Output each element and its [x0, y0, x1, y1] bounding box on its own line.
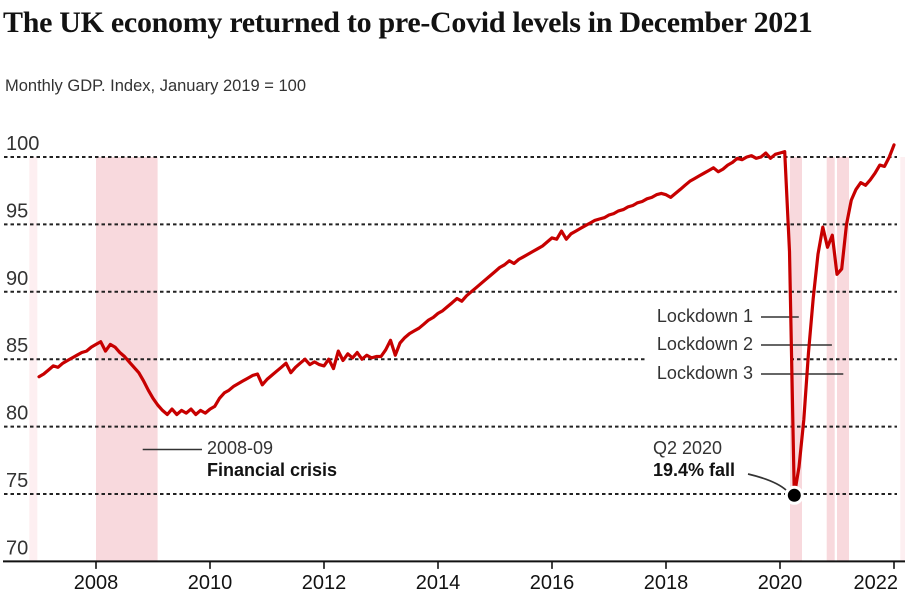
annotation-q2-2020-period: Q2 2020 [653, 438, 723, 458]
annotation-financial-crisis-dates: 2008-09 [207, 438, 274, 458]
annotation-financial-crisis: 2008-09 Financial crisis [207, 437, 337, 481]
x-tick-label: 2014 [416, 572, 461, 594]
event-band-faint [900, 157, 905, 562]
annotation-lockdown-1: Lockdown 1 [650, 306, 753, 327]
q2-2020-trough-marker [784, 485, 804, 505]
y-tick-label: 70 [6, 537, 28, 559]
y-tick-label: 90 [6, 268, 28, 290]
y-tick-label: 80 [6, 403, 28, 425]
q2-2020-leader-curve [747, 473, 787, 491]
annotation-q2-2020-value: 19.4% fall [653, 460, 736, 480]
x-tick-label: 2016 [530, 572, 575, 594]
gdp-series-line [37, 143, 896, 497]
annotation-lockdown-2: Lockdown 2 [650, 334, 753, 355]
x-tick-label: 2022 [854, 572, 899, 594]
x-tick-label: 2018 [644, 572, 689, 594]
annotation-q2-2020: Q2 2020 19.4% fall [653, 437, 735, 481]
chart-title: The UK economy returned to pre-Covid lev… [3, 6, 813, 39]
y-tick-label: 100 [6, 133, 39, 155]
chart-subtitle: Monthly GDP. Index, January 2019 = 100 [5, 77, 307, 95]
x-tick-label: 2012 [302, 572, 347, 594]
annotation-lockdown-3: Lockdown 3 [650, 363, 753, 384]
y-tick-label: 75 [6, 470, 28, 492]
x-tick-label: 2010 [188, 572, 233, 594]
y-tick-label: 95 [6, 200, 28, 222]
x-tick-label: 2020 [758, 572, 803, 594]
annotation-financial-crisis-label: Financial crisis [207, 460, 338, 480]
x-tick-label: 2008 [74, 572, 119, 594]
y-tick-label: 85 [6, 335, 28, 357]
